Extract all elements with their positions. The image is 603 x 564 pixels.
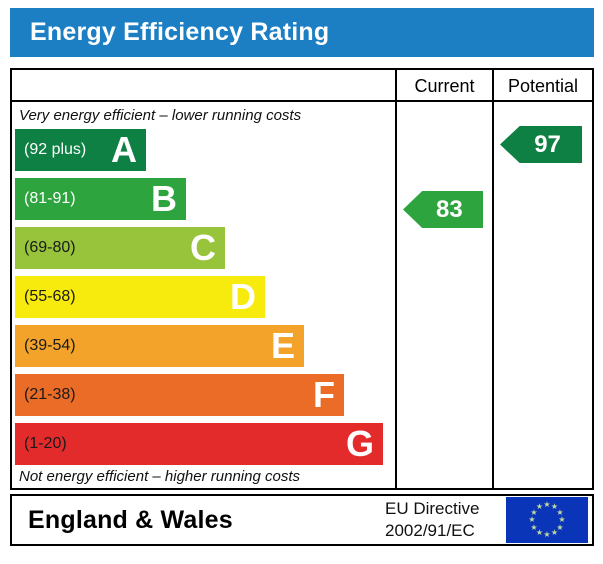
band-range-label: (21-38) (24, 386, 76, 403)
current-rating-value: 83 (436, 195, 463, 223)
footer: England & Wales EU Directive 2002/91/EC … (10, 494, 594, 546)
eu-flag-star-icon: ★ (556, 507, 564, 517)
rating-band: (81-91) B (15, 178, 186, 220)
caption-very-efficient: Very energy efficient – lower running co… (19, 107, 302, 124)
eu-flag-star-icon: ★ (535, 527, 544, 537)
band-range-label: (92 plus) (24, 141, 87, 158)
eu-flag-star-icon: ★ (558, 515, 566, 524)
band-letter: E (270, 325, 295, 366)
band-range-label: (1-20) (24, 435, 67, 452)
eu-flag-star-icon: ★ (543, 530, 551, 539)
eu-flag-star-icon: ★ (535, 502, 544, 511)
band-range-label: (81-91) (24, 190, 76, 207)
band-range-label: (55-68) (24, 288, 76, 305)
eu-flag-star-icon: ★ (530, 507, 538, 517)
band-letter: C (190, 227, 216, 268)
band-range-label: (69-80) (24, 239, 76, 256)
band-range-label: (39-54) (24, 337, 76, 354)
rating-band: (69-80) C (15, 227, 225, 269)
rating-band: (21-38) F (15, 374, 344, 416)
rating-table: Current Potential Very energy efficient … (10, 68, 594, 490)
eu-flag-star-icon: ★ (543, 500, 551, 509)
potential-rating-arrow: 97 (500, 126, 582, 163)
eu-directive-line1: EU Directive (385, 499, 480, 518)
eu-flag-star-icon: ★ (550, 527, 559, 537)
band-letter: A (111, 129, 137, 170)
rating-band: (1-20) G (15, 423, 383, 465)
rating-band: (39-54) E (15, 325, 304, 367)
current-column-divider (395, 70, 397, 488)
potential-column-header: Potential (507, 76, 579, 96)
band-letter: F (313, 374, 335, 415)
band-letter: D (230, 276, 256, 317)
band-letter: B (151, 178, 177, 219)
rating-band: (55-68) D (15, 276, 265, 318)
current-rating-arrow: 83 (403, 191, 483, 228)
eu-flag-star-icon: ★ (530, 522, 538, 532)
caption-not-efficient: Not energy efficient – higher running co… (19, 468, 300, 485)
potential-rating-value: 97 (534, 130, 561, 158)
eu-flag-icon: ★ ★ ★ ★ ★ ★ ★ ★ ★ ★ ★ ★ (506, 497, 588, 543)
eu-directive-label: EU Directive 2002/91/EC (385, 498, 479, 542)
page-title: Energy Efficiency Rating (30, 18, 330, 46)
region-label: England & Wales (28, 506, 233, 534)
eu-flag-star-icon: ★ (550, 502, 559, 511)
eu-flag-star-icon: ★ (528, 515, 536, 524)
eu-flag-star-icon: ★ (556, 522, 564, 532)
eu-directive-line2: 2002/91/EC (385, 521, 475, 540)
title-bar: Energy Efficiency Rating (10, 8, 594, 57)
current-column-header: Current (414, 76, 475, 96)
potential-column-divider (492, 70, 494, 488)
band-letter: G (345, 423, 374, 464)
header-divider-line (12, 100, 592, 102)
rating-band: (92 plus) A (15, 129, 146, 171)
